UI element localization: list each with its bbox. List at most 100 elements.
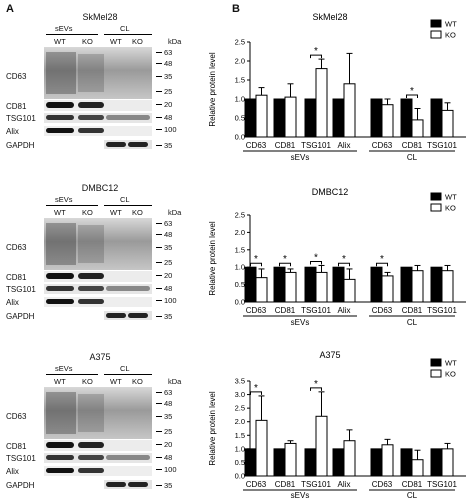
- blot-cell-line: A375: [89, 352, 111, 362]
- marker-size: 100: [164, 465, 177, 474]
- bar-ko: [255, 94, 268, 138]
- legend-label: KO: [445, 204, 456, 213]
- lane-ko-cl: KO: [132, 377, 143, 386]
- tsg101-band-cl: [106, 115, 150, 120]
- tsg101-band-cl: [106, 286, 150, 291]
- y-tick-label: 2.0: [235, 228, 245, 237]
- cd63-band-ko: [78, 394, 104, 432]
- marker-size: 100: [164, 296, 177, 305]
- significance-bracket: [406, 94, 418, 98]
- chart-title: A375: [319, 350, 340, 360]
- blot-sevs-label: sEVs: [55, 24, 73, 33]
- marker-tick: [156, 129, 162, 130]
- category-label: TSG101: [427, 306, 457, 315]
- lane-ko-sevs: KO: [82, 208, 93, 217]
- category-label: CD81: [402, 480, 423, 489]
- cd81-band-ko: [78, 442, 104, 448]
- y-tick-label: 0.0: [235, 472, 245, 481]
- bar-ko: [315, 415, 328, 477]
- marker-tick: [156, 392, 162, 393]
- bar-ko: [315, 68, 328, 138]
- cd63-blot: [44, 218, 152, 270]
- cd63-blot: [44, 387, 152, 439]
- group-label: CL: [407, 491, 418, 500]
- tsg101-band-wt: [46, 115, 74, 120]
- cd81-band-wt: [46, 273, 74, 279]
- gapdh-band-wt: [106, 313, 126, 318]
- sevs-underline: [46, 205, 98, 206]
- lane-ko-cl: KO: [132, 208, 143, 217]
- y-tick-label: 2.0: [235, 417, 245, 426]
- gapdh-band-ko: [128, 142, 148, 147]
- significance-star: *: [254, 383, 258, 394]
- y-tick-label: 2.0: [235, 57, 245, 66]
- marker-size: 48: [164, 284, 173, 293]
- significance-star: *: [283, 254, 287, 265]
- y-axis-label: Relative protein level: [208, 52, 217, 126]
- bar-wt: [430, 266, 443, 303]
- marker-size: 35: [164, 141, 173, 150]
- alix-band-ko: [78, 468, 104, 473]
- row-label-gapdh: GAPDH: [6, 141, 35, 150]
- category-label: TSG101: [301, 480, 331, 489]
- legend-swatch-wt: [430, 19, 442, 28]
- bar-ko: [411, 119, 424, 138]
- bar-ko: [381, 104, 394, 138]
- bar-ko: [441, 109, 454, 138]
- group-label: CL: [407, 153, 418, 162]
- marker-tick: [156, 63, 162, 64]
- y-tick-label: 2.5: [235, 38, 245, 47]
- bar-ko: [284, 96, 297, 138]
- marker-tick: [156, 300, 162, 301]
- bar-wt: [370, 266, 383, 303]
- legend-label: KO: [445, 370, 456, 379]
- bar-wt: [430, 98, 443, 138]
- tsg101-band-wt: [46, 455, 74, 460]
- category-label: CD63: [372, 480, 393, 489]
- bar-ko: [441, 270, 454, 303]
- lane-wt-sevs: WT: [54, 377, 66, 386]
- marker-tick: [156, 416, 162, 417]
- tsg101-band-wt: [46, 286, 74, 291]
- significance-star: *: [254, 254, 258, 265]
- category-label: CD63: [246, 306, 267, 315]
- alix-band-wt: [46, 468, 74, 473]
- row-label-alix: Alix: [6, 467, 19, 476]
- tsg101-band-ko: [78, 455, 104, 460]
- marker-size: 35: [164, 481, 173, 490]
- alix-band-wt: [46, 128, 74, 133]
- significance-bracket: [279, 262, 291, 267]
- marker-size: 35: [164, 72, 173, 81]
- row-label-tsg101: TSG101: [6, 285, 36, 294]
- cl-underline: [104, 34, 152, 35]
- row-label-cd81: CD81: [6, 442, 27, 451]
- row-label-gapdh: GAPDH: [6, 312, 35, 321]
- blot-sevs-label: sEVs: [55, 364, 73, 373]
- row-label-cd81: CD81: [6, 102, 27, 111]
- marker-size: 25: [164, 258, 173, 267]
- y-axis-label: Relative protein level: [208, 391, 217, 465]
- bar-wt: [400, 448, 413, 477]
- marker-tick: [156, 223, 162, 224]
- lane-wt-sevs: WT: [54, 208, 66, 217]
- marker-size: 35: [164, 312, 173, 321]
- blot-cell-line: SkMel28: [82, 12, 118, 22]
- significance-star: *: [410, 86, 414, 97]
- cd63-band-wt: [46, 52, 76, 94]
- bar-wt: [244, 266, 257, 303]
- bar-wt: [332, 98, 345, 138]
- tsg101-band-cl: [106, 455, 150, 460]
- y-tick-label: 1.5: [235, 245, 245, 254]
- sevs-underline: [46, 34, 98, 35]
- lane-ko-sevs: KO: [82, 377, 93, 386]
- legend-label: KO: [445, 31, 456, 40]
- category-label: TSG101: [427, 141, 457, 150]
- panel-label-b: B: [232, 3, 240, 15]
- marker-size: 20: [164, 100, 173, 109]
- row-label-gapdh: GAPDH: [6, 481, 35, 490]
- sevs-underline: [46, 374, 98, 375]
- y-tick-label: 3.5: [235, 377, 245, 386]
- row-label-tsg101: TSG101: [6, 114, 36, 123]
- cd63-band-ko: [78, 54, 104, 92]
- bar-wt: [244, 448, 257, 477]
